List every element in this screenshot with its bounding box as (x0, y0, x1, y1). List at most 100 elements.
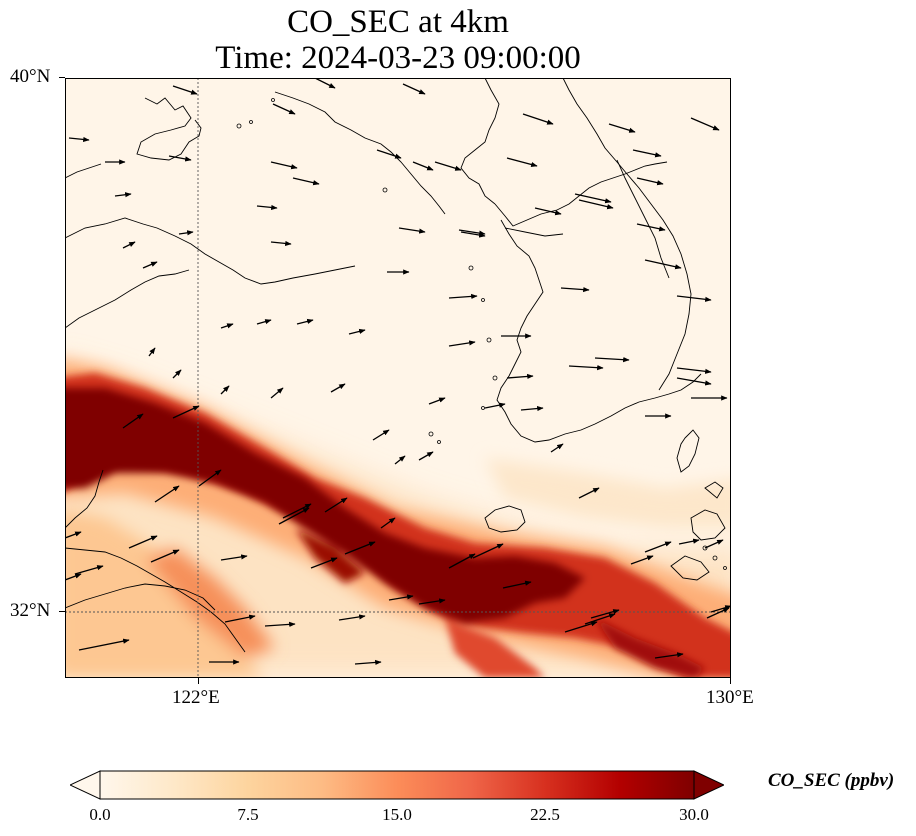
wind-arrow (122, 413, 144, 429)
wind-arrow (636, 177, 664, 186)
gridlines (65, 78, 731, 678)
wind-arrow (65, 531, 82, 539)
wind-arrow (172, 405, 200, 419)
wind-arrow (448, 553, 476, 569)
wind-arrow (354, 659, 382, 666)
wind-arrow (654, 652, 684, 659)
wind-arrow (168, 155, 192, 162)
wind-arrow (256, 204, 278, 211)
wind-arrow (636, 223, 666, 232)
lat-label-40n: 40°N (10, 66, 51, 87)
wind-arrow (608, 123, 636, 133)
wind-arrow (394, 455, 406, 465)
wind-arrow (272, 103, 296, 115)
wind-arrow (402, 83, 426, 95)
wind-arrow (520, 405, 544, 412)
lat-label-32n: 32°N (10, 600, 51, 621)
colorbar-title: CO_SEC (ppbv) (768, 770, 895, 791)
wind-arrow (418, 598, 446, 605)
wind-arrow (310, 557, 338, 569)
wind-arrow (710, 605, 731, 613)
colorbar-tick-30: 30.0 (679, 805, 709, 824)
wind-arrow (428, 397, 446, 405)
colorbar-tick-7-5: 7.5 (237, 805, 259, 824)
wind-arrow (296, 318, 314, 325)
wind-arrow (398, 227, 426, 234)
wind-arrow (534, 207, 562, 216)
map-title-line-1: CO_SEC at 4km (287, 4, 509, 40)
wind-arrow (678, 538, 700, 545)
wind-arrow (154, 485, 180, 503)
wind-arrow (506, 373, 534, 380)
wind-arrow (172, 85, 198, 95)
lat-tick-32n (59, 611, 65, 612)
colorbar (70, 770, 724, 800)
wind-arrow (564, 621, 598, 633)
wind-vector-field (65, 78, 731, 666)
wind-arrow (220, 554, 248, 561)
wind-arrow (344, 541, 376, 555)
wind-arrow (172, 369, 182, 379)
wind-arrow (550, 443, 564, 453)
wind-arrow (376, 149, 402, 159)
colorbar-tick-22-5: 22.5 (530, 805, 560, 824)
wind-arrow (644, 541, 672, 553)
colorbar-svg (70, 770, 724, 800)
co-sec-map[interactable] (65, 78, 731, 678)
coastlines (65, 78, 726, 653)
wind-arrow (644, 259, 682, 270)
wind-arrow (150, 549, 180, 563)
wind-arrow (630, 555, 654, 565)
wind-arrow (574, 193, 612, 204)
wind-arrow (388, 594, 414, 601)
map-panel[interactable] (65, 78, 731, 678)
wind-arrow (220, 385, 230, 395)
wind-arrow (314, 78, 336, 89)
map-title-line-2: Time: 2024-03-23 09:00:00 (215, 40, 581, 76)
wind-arrow (506, 157, 538, 168)
wind-arrow (484, 402, 506, 409)
wind-arrow (676, 367, 712, 374)
colorbar-extend-max (693, 770, 724, 800)
wind-arrow (278, 507, 310, 525)
wind-arrow (264, 621, 296, 627)
wind-arrow (270, 240, 292, 247)
wind-arrow (578, 199, 614, 210)
colorbar-gradient (99, 770, 695, 800)
wind-arrow (578, 487, 600, 499)
wind-arrow (418, 451, 434, 461)
wind-arrow (65, 573, 82, 581)
small-islands (236, 98, 727, 570)
wind-arrow (68, 136, 90, 143)
wind-arrow (594, 357, 630, 363)
wind-arrow (122, 241, 136, 249)
wind-arrow (270, 387, 284, 399)
wind-arrow (128, 535, 158, 549)
wind-arrow (412, 161, 434, 171)
wind-arrow (568, 365, 604, 371)
lat-tick-40n (59, 77, 65, 78)
wind-arrow (448, 293, 478, 300)
wind-arrow (74, 565, 104, 575)
wind-arrow (590, 609, 620, 619)
wind-arrow (338, 614, 366, 621)
wind-arrow (148, 347, 156, 357)
wind-arrow (704, 539, 724, 549)
wind-arrow (142, 261, 158, 269)
lon-label-122e: 122°E (172, 687, 220, 708)
wind-arrow (292, 177, 320, 186)
wind-arrow (676, 295, 712, 302)
wind-arrow (198, 469, 222, 487)
wind-arrow (584, 613, 616, 625)
wind-arrow (348, 328, 366, 335)
wind-arrow (380, 517, 396, 529)
wind-arrow (324, 497, 348, 513)
wind-arrow (522, 113, 554, 125)
wind-arrow (448, 340, 476, 347)
wind-arrow (270, 161, 298, 170)
wind-arrow (690, 117, 720, 131)
wind-arrow (330, 383, 346, 393)
wind-arrow (560, 286, 590, 293)
wind-arrow (676, 377, 712, 386)
wind-arrow (256, 319, 272, 325)
